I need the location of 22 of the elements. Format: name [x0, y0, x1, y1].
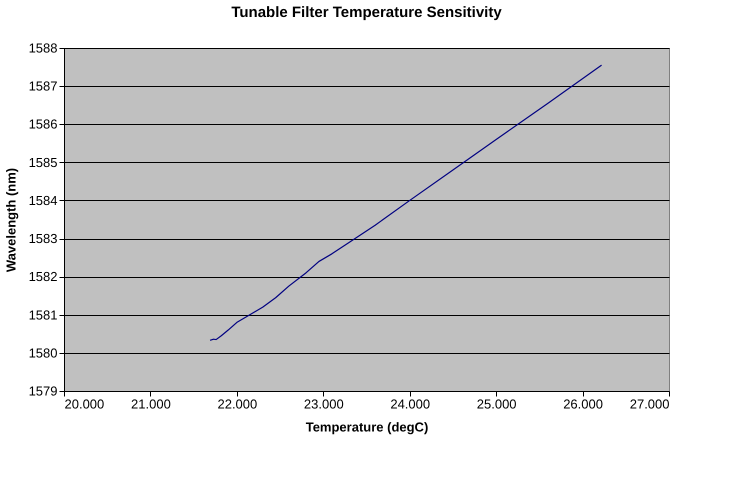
x-tick-label: 23.000 — [304, 396, 344, 412]
x-tick-label: 26.000 — [563, 396, 603, 412]
y-tick-label: 1587 — [28, 78, 58, 94]
line-series — [209, 64, 602, 341]
x-axis-title: Temperature (degC) — [306, 420, 428, 434]
y-tick-label: 1582 — [28, 269, 58, 284]
y-tick-label: 1581 — [28, 307, 58, 322]
y-tick-label: 1580 — [28, 345, 58, 360]
chart-title: Tunable Filter Temperature Sensitivity — [231, 4, 502, 21]
y-axis-title: Wavelength (nm) — [4, 168, 19, 272]
x-tick-label: 22.000 — [217, 396, 258, 412]
y-tick-label: 1586 — [28, 116, 58, 132]
x-tick-label: 24.000 — [390, 396, 430, 412]
x-tick-label: 20.000 — [64, 396, 104, 412]
y-tick-label: 1585 — [28, 154, 58, 170]
y-tick-label: 1588 — [28, 40, 58, 56]
x-tick-label: 27.000 — [630, 396, 670, 412]
y-tick-label: 1583 — [28, 231, 58, 246]
y-tick-label: 1584 — [28, 192, 58, 208]
x-tick-label: 21.000 — [131, 396, 171, 412]
x-tick-label: 25.000 — [476, 396, 517, 412]
y-tick-label: 1579 — [28, 384, 58, 398]
